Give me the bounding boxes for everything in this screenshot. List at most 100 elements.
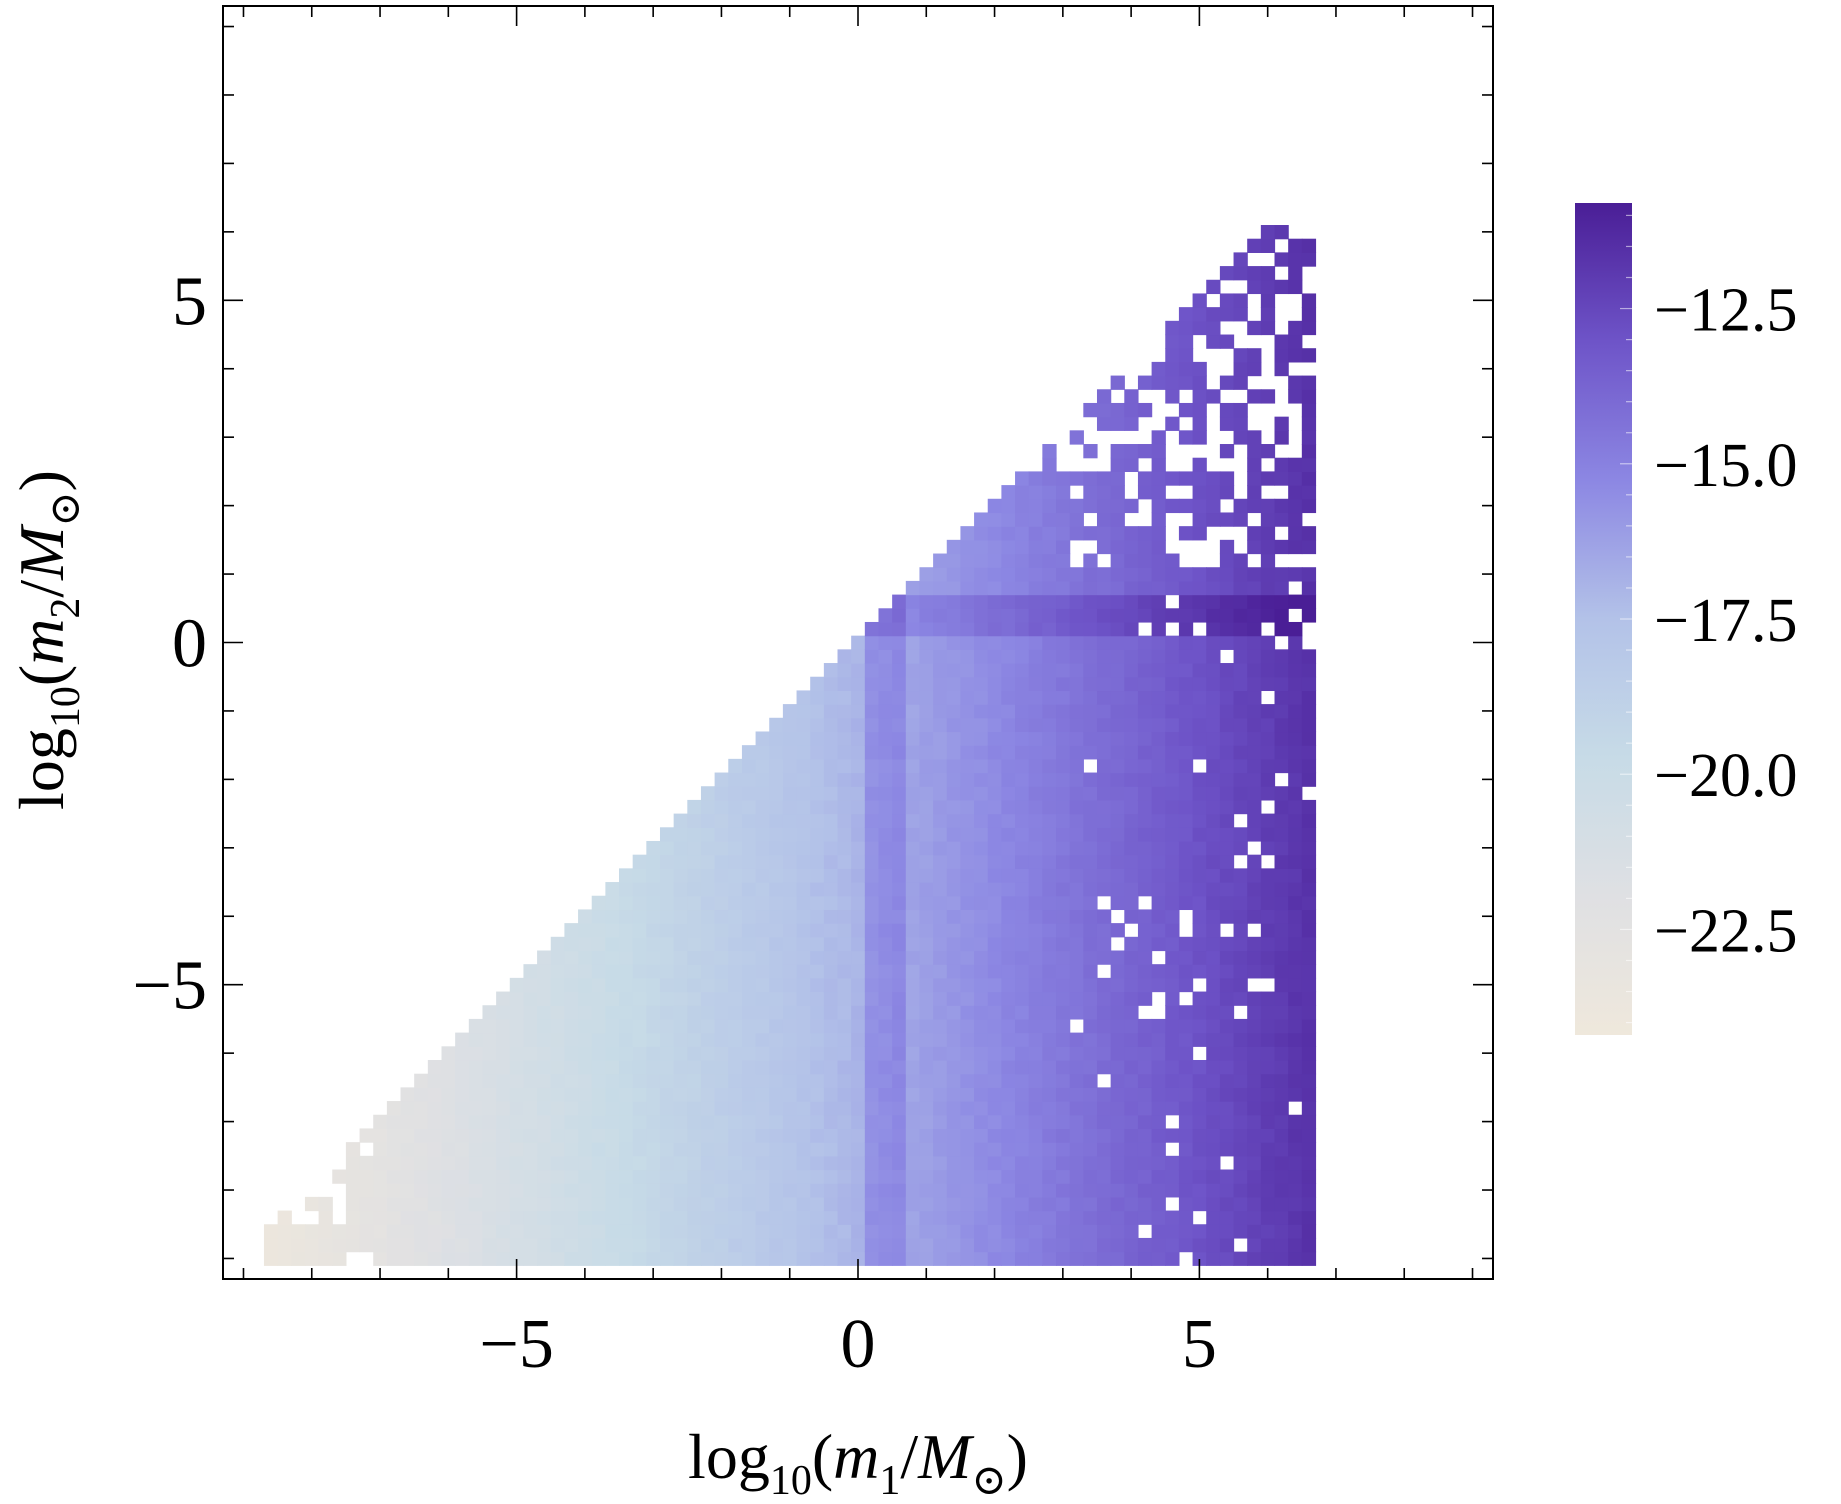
heatmap-cell xyxy=(332,1251,347,1266)
heatmap-cell xyxy=(823,799,839,815)
heatmap-cell xyxy=(1001,498,1016,514)
heatmap-cell xyxy=(769,1128,784,1143)
heatmap-cell xyxy=(345,1224,361,1239)
heatmap-cell xyxy=(1028,786,1043,801)
heatmap-cell xyxy=(1301,293,1317,308)
heatmap-cell xyxy=(673,1210,688,1225)
heatmap-cell xyxy=(919,1183,934,1198)
heatmap-cell xyxy=(782,1251,798,1266)
heatmap-cell xyxy=(1192,704,1207,719)
heatmap-cell xyxy=(659,1251,675,1266)
heatmap-cell xyxy=(1151,1224,1166,1239)
heatmap-cell xyxy=(605,936,620,952)
heatmap-cell xyxy=(1178,1005,1194,1020)
heatmap-cell xyxy=(1178,1073,1194,1088)
heatmap-cell xyxy=(933,1237,948,1253)
heatmap-cell xyxy=(1096,786,1112,801)
heatmap-cell xyxy=(837,936,852,952)
heatmap-cell xyxy=(1274,964,1289,979)
heatmap-cell xyxy=(482,1059,497,1075)
heatmap-cell xyxy=(728,936,743,952)
heatmap-cell xyxy=(441,1196,456,1212)
heatmap-cell xyxy=(1288,635,1303,650)
heatmap-cell xyxy=(1015,813,1030,828)
heatmap-cell xyxy=(646,950,661,965)
heatmap-cell xyxy=(919,1101,934,1116)
heatmap-cell xyxy=(619,1059,634,1075)
heatmap-cell xyxy=(1083,1073,1098,1088)
heatmap-cell xyxy=(933,977,948,993)
heatmap-cell xyxy=(1137,1101,1153,1116)
heatmap-cell xyxy=(1206,813,1221,828)
heatmap-cell xyxy=(796,690,811,705)
heatmap-cell xyxy=(946,1114,962,1130)
heatmap-cell xyxy=(864,772,880,787)
heatmap-cell xyxy=(960,1155,975,1171)
heatmap-cell xyxy=(1028,1210,1043,1225)
heatmap-cell xyxy=(1151,731,1166,746)
heatmap-cell xyxy=(509,1005,525,1020)
heatmap-cell xyxy=(1151,1196,1166,1212)
heatmap-cell xyxy=(578,1196,593,1212)
heatmap-cell xyxy=(687,1169,702,1184)
heatmap-cell xyxy=(946,635,962,650)
heatmap-cell xyxy=(1274,580,1289,596)
heatmap-cell xyxy=(1124,1101,1139,1116)
heatmap-cell xyxy=(878,1046,893,1061)
heatmap-cell xyxy=(946,704,962,719)
heatmap-cell xyxy=(455,1183,470,1198)
heatmap-cell xyxy=(796,1032,811,1047)
heatmap-cell xyxy=(700,1073,716,1088)
heatmap-cell xyxy=(1124,1032,1139,1047)
heatmap-cell xyxy=(673,950,688,965)
heatmap-cell xyxy=(1001,1018,1016,1034)
heatmap-cell xyxy=(1274,676,1289,692)
heatmap-cell xyxy=(578,1059,593,1075)
heatmap-cell xyxy=(755,950,770,965)
heatmap-cell xyxy=(810,909,825,924)
heatmap-cell xyxy=(1288,485,1303,500)
heatmap-cell xyxy=(1096,1251,1112,1266)
heatmap-cell xyxy=(1124,594,1139,609)
heatmap-cell xyxy=(960,539,975,555)
heatmap-cell xyxy=(974,895,989,911)
heatmap-cell xyxy=(974,758,989,774)
heatmap-cell xyxy=(1028,690,1043,705)
heatmap-cell xyxy=(687,1087,702,1102)
heatmap-cell xyxy=(1301,1059,1317,1075)
heatmap-cell xyxy=(796,745,811,760)
heatmap-cell xyxy=(864,1251,880,1266)
heatmap-cell xyxy=(987,717,1002,733)
heatmap-cell xyxy=(1165,950,1180,965)
heatmap-cell xyxy=(974,1046,989,1061)
heatmap-cell xyxy=(1096,813,1112,828)
heatmap-cell xyxy=(523,1005,538,1020)
heatmap-cell xyxy=(823,663,839,678)
heatmap-cell xyxy=(673,868,688,883)
heatmap-cell xyxy=(1124,1046,1139,1061)
heatmap-cell xyxy=(837,1251,852,1266)
heatmap-cell xyxy=(728,1224,743,1239)
heatmap-cell xyxy=(851,895,866,911)
heatmap-cell xyxy=(1274,1155,1289,1171)
heatmap-cell xyxy=(728,786,743,801)
heatmap-cell xyxy=(468,1210,484,1225)
heatmap-cell xyxy=(728,1155,743,1171)
heatmap-cell xyxy=(1110,977,1125,993)
heatmap-cell xyxy=(1028,964,1043,979)
heatmap-cell xyxy=(1015,977,1030,993)
heatmap-cell xyxy=(1124,690,1139,705)
heatmap-cell xyxy=(673,1237,688,1253)
heatmap-cell xyxy=(878,1059,893,1075)
heatmap-cell xyxy=(441,1237,456,1253)
heatmap-cell xyxy=(1083,936,1098,952)
heatmap-cell xyxy=(851,964,866,979)
heatmap-cell xyxy=(1042,635,1057,650)
heatmap-cell xyxy=(1301,840,1317,856)
heatmap-cell xyxy=(468,1237,484,1253)
heatmap-cell xyxy=(1042,608,1057,623)
heatmap-cell xyxy=(1247,279,1262,295)
heatmap-cell xyxy=(1233,621,1248,637)
heatmap-cell xyxy=(1165,1059,1180,1075)
heatmap-cell xyxy=(1042,690,1057,705)
